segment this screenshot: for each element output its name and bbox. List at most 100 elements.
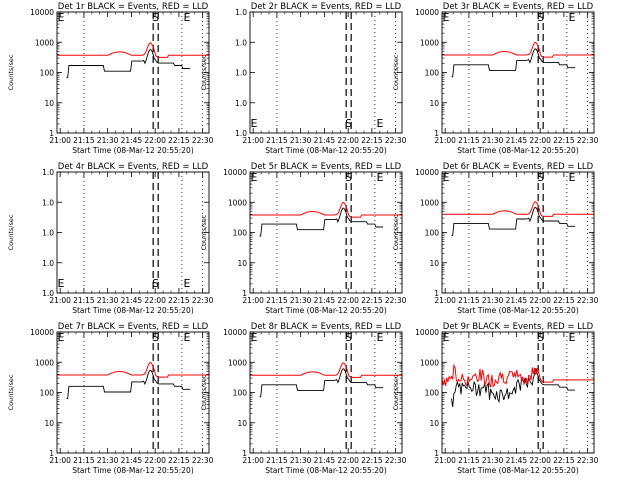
y-tick-label: 10000 <box>415 8 439 17</box>
events-series-line <box>451 368 575 408</box>
y-tick-label: 10 <box>429 259 439 268</box>
start-marker-label: S <box>345 331 352 344</box>
end-marker-label: E <box>376 331 383 344</box>
x-tick-label: 21:15 <box>73 136 95 145</box>
x-tick-label: 21:00 <box>434 296 456 305</box>
x-tick-label: 22:15 <box>361 136 383 145</box>
y-tick-label: 1000 <box>228 358 247 367</box>
panel-det-3: Det 3r BLACK = Events, RED = LLD Counts/s… <box>392 2 599 155</box>
x-tick-label: 21:00 <box>49 456 71 465</box>
left-marker-label: E <box>443 331 450 344</box>
y-tick-label: 1000 <box>228 198 247 207</box>
x-tick-label: 21:00 <box>434 136 456 145</box>
panel-det-2: Det 2r BLACK = Events, RED = LLD Counts/s… <box>200 2 407 155</box>
y-tick-label: 1.0 <box>235 69 247 78</box>
start-marker-label: S <box>152 331 159 344</box>
x-tick-label: 22:15 <box>361 296 383 305</box>
left-marker-label: E <box>58 331 65 344</box>
x-tick-label: 21:30 <box>290 456 312 465</box>
x-tick-label: 21:30 <box>290 296 312 305</box>
x-axis-label: Start Time (08-Mar-12 20:55:20) <box>457 466 579 475</box>
end-marker-label: E <box>183 11 190 24</box>
x-tick-label: 22:15 <box>168 296 190 305</box>
start-marker-label: S <box>152 277 159 290</box>
y-tick-label: 10 <box>429 99 439 108</box>
y-axis-label: Counts/sec <box>7 374 15 410</box>
y-tick-label: 1.0 <box>235 99 247 108</box>
y-tick-label: 100 <box>425 69 440 78</box>
y-tick-label: 1 <box>49 449 54 458</box>
x-axis-label: Start Time (08-Mar-12 20:55:20) <box>457 306 579 315</box>
y-tick-label: 1.0 <box>42 198 54 207</box>
panel-det-6: Det 6r BLACK = Events, RED = LLD Counts/s… <box>392 162 599 315</box>
x-tick-label: 21:30 <box>97 136 119 145</box>
events-series-line <box>66 369 190 399</box>
x-tick-label: 21:00 <box>242 136 264 145</box>
x-tick-label: 21:00 <box>49 296 71 305</box>
x-tick-label: 21:45 <box>121 136 143 145</box>
x-tick-label: 21:15 <box>73 296 95 305</box>
lld-series-line <box>57 361 209 378</box>
x-axis-label: Start Time (08-Mar-12 20:55:20) <box>72 466 194 475</box>
left-marker-label: E <box>443 171 450 184</box>
plot-frame <box>249 171 403 294</box>
plot-frame <box>56 331 210 454</box>
x-axis-label: Start Time (08-Mar-12 20:55:20) <box>72 146 194 155</box>
y-axis-label: Counts/sec <box>7 214 15 250</box>
x-tick-label: 22:00 <box>144 136 166 145</box>
x-axis-label: Start Time (08-Mar-12 20:55:20) <box>265 306 387 315</box>
x-tick-label: 22:00 <box>337 296 359 305</box>
x-tick-label: 22:00 <box>144 296 166 305</box>
x-tick-label: 22:00 <box>529 296 551 305</box>
left-marker-label: E <box>251 331 258 344</box>
x-tick-label: 21:45 <box>121 296 143 305</box>
y-tick-label: 1 <box>434 289 439 298</box>
x-axis-label: Start Time (08-Mar-12 20:55:20) <box>72 306 194 315</box>
y-tick-label: 10000 <box>30 8 54 17</box>
x-axis-label: Start Time (08-Mar-12 20:55:20) <box>265 466 387 475</box>
x-tick-label: 22:00 <box>529 456 551 465</box>
y-tick-label: 10 <box>44 419 54 428</box>
panel-title: Det 9r BLACK = Events, RED = LLD <box>443 322 594 332</box>
events-series-line <box>259 207 383 237</box>
y-tick-label: 1.0 <box>235 8 247 17</box>
lld-series-line <box>441 363 594 388</box>
x-tick-label: 22:15 <box>553 296 575 305</box>
end-marker-label: E <box>376 117 383 130</box>
y-tick-label: 1 <box>49 129 54 138</box>
y-tick-label: 1000 <box>35 358 54 367</box>
y-tick-label: 10000 <box>415 168 439 177</box>
y-tick-label: 100 <box>425 229 440 238</box>
y-tick-label: 1 <box>434 129 439 138</box>
x-tick-label: 21:30 <box>482 456 504 465</box>
x-tick-label: 21:15 <box>266 136 288 145</box>
x-tick-label: 21:30 <box>482 136 504 145</box>
x-tick-label: 22:30 <box>385 296 407 305</box>
x-tick-label: 22:15 <box>553 456 575 465</box>
x-tick-label: 21:15 <box>266 296 288 305</box>
y-tick-label: 1000 <box>420 358 439 367</box>
x-tick-label: 21:15 <box>73 456 95 465</box>
y-tick-label: 1.0 <box>42 259 54 268</box>
x-tick-label: 22:30 <box>577 296 599 305</box>
x-axis-label: Start Time (08-Mar-12 20:55:20) <box>457 146 579 155</box>
left-marker-label: E <box>58 11 65 24</box>
x-tick-label: 21:45 <box>314 456 336 465</box>
panel-det-1: Det 1r BLACK = Events, RED = LLD Counts/s… <box>7 2 214 155</box>
x-tick-label: 21:30 <box>290 136 312 145</box>
y-tick-label: 10000 <box>415 328 439 337</box>
y-axis-label: Counts/sec <box>7 54 15 90</box>
end-marker-label: E <box>183 331 190 344</box>
lld-series-line <box>57 42 209 58</box>
x-tick-label: 22:30 <box>192 456 214 465</box>
x-tick-label: 21:15 <box>458 136 480 145</box>
panel-title: Det 1r BLACK = Events, RED = LLD <box>58 2 209 12</box>
end-marker-label: E <box>376 171 383 184</box>
x-tick-label: 22:30 <box>192 296 214 305</box>
panel-det-5: Det 5r BLACK = Events, RED = LLD Counts/s… <box>200 162 407 315</box>
lld-series-line <box>442 201 594 217</box>
plot-frame <box>249 331 403 454</box>
start-marker-label: S <box>537 331 544 344</box>
